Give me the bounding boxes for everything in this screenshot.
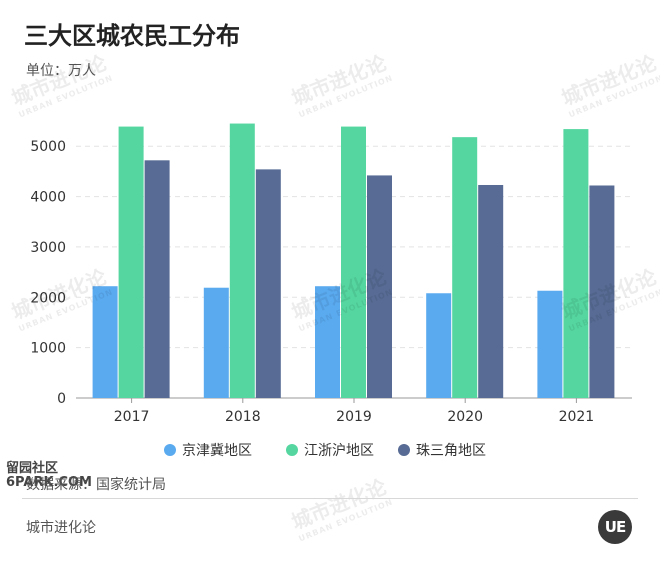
stamp-line1: 留园社区 — [6, 461, 59, 476]
legend-marker — [286, 444, 298, 456]
x-tick-label: 2021 — [559, 409, 595, 425]
chart-title: 三大区城农民工分布 — [24, 22, 240, 50]
legend-label: 京津冀地区 — [182, 443, 252, 459]
y-tick-label: 3000 — [30, 240, 66, 256]
legend-marker — [164, 444, 176, 456]
legend-label: 江浙沪地区 — [304, 443, 374, 459]
legend-marker — [398, 444, 410, 456]
y-tick-label: 2000 — [30, 290, 66, 306]
bar — [367, 175, 392, 398]
brand-logo: UE — [598, 510, 632, 544]
bar — [537, 290, 563, 398]
bar — [255, 169, 281, 398]
bar — [563, 129, 589, 399]
bar — [426, 293, 452, 398]
x-tick-label: 2020 — [447, 409, 483, 425]
legend-label: 珠三角地区 — [416, 443, 486, 459]
data-source: 数据来源：国家统计局 — [26, 477, 166, 493]
x-tick-label: 2018 — [225, 409, 261, 425]
y-tick-label: 1000 — [30, 341, 66, 357]
bar — [589, 185, 615, 398]
y-tick-label: 5000 — [30, 139, 66, 155]
watermark: 城市进化论 URBAN EVOLUTION — [287, 470, 394, 544]
bar — [229, 123, 255, 398]
stamp-line2: 6PARK.COM — [6, 475, 92, 490]
brand-name: 城市进化论 — [26, 520, 96, 536]
y-tick-label: 4000 — [30, 190, 66, 206]
unit-label: 单位：万人 — [26, 63, 96, 79]
forum-stamp: 留园社区 6PARK.COM — [6, 462, 92, 490]
bar-chart: 0 1000 2000 3000 4000 5000 2017 2018 2019 2020 202… — [30, 123, 632, 459]
x-tick-label: 2017 — [114, 409, 150, 425]
bar — [144, 160, 170, 398]
bar — [315, 286, 340, 398]
y-tick-label: 0 — [57, 391, 66, 407]
bar — [203, 287, 229, 398]
bar — [118, 126, 144, 398]
footer-divider — [22, 498, 638, 499]
bar — [478, 184, 504, 398]
bar — [92, 286, 118, 398]
bar — [341, 126, 366, 398]
bar — [452, 137, 478, 398]
x-tick-label: 2019 — [336, 409, 372, 425]
